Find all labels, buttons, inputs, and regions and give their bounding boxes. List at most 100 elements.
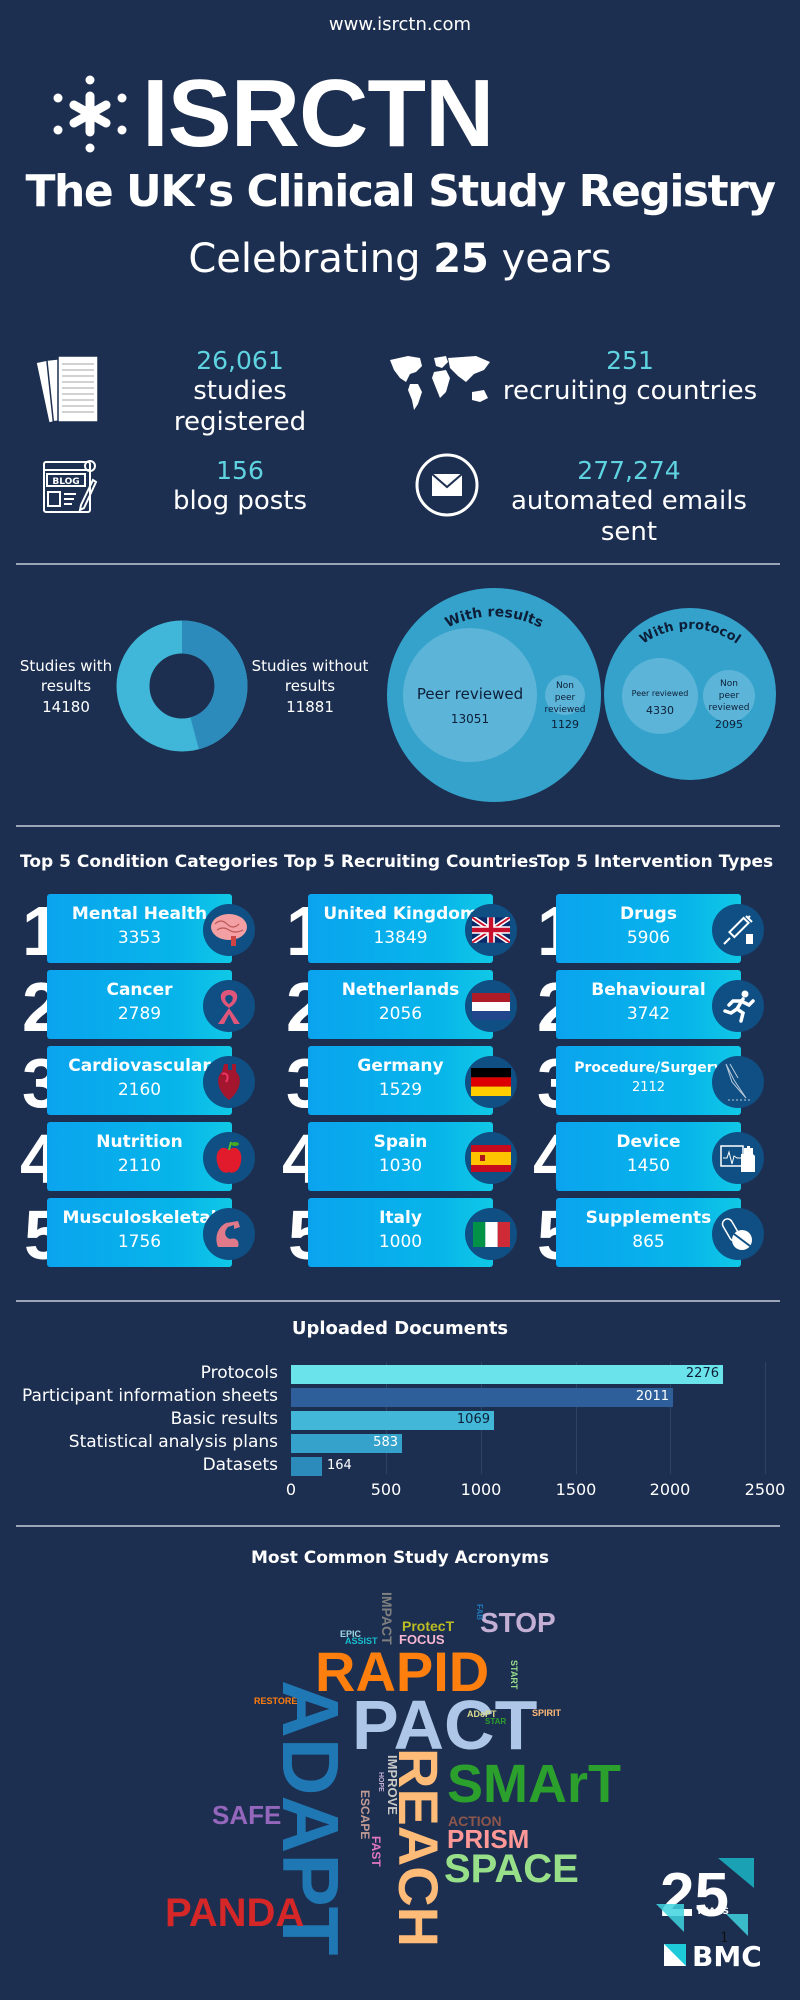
word-fab: FAB [475,1604,484,1620]
bar-label: Protocols [200,1363,278,1383]
x-tick: 0 [285,1480,297,1499]
stat-value: 26,061 [196,346,284,375]
muscle-icon [203,1208,255,1260]
svg-text:4330: 4330 [646,704,674,717]
condition-card-musculoskeletal: Musculoskeletal 1756 [47,1198,232,1267]
italy-flag-icon [465,1208,517,1260]
bar-label: Basic results [170,1409,278,1429]
stat-label: blog posts [172,486,308,516]
isrctn-logo: ISRCTN [48,60,494,167]
interventions-title: Top 5 Intervention Types [537,852,774,872]
wordcloud-title: Most Common Study Acronyms [251,1548,549,1568]
envelope-icon [415,453,479,517]
word-panda: PANDA [165,1891,305,1935]
svg-text:1129: 1129 [551,718,579,731]
word-impact: IMPACT [379,1592,395,1645]
x-tick: 1500 [555,1480,597,1499]
gridline [765,1362,766,1474]
svg-text:BLOG: BLOG [52,477,79,487]
stat-value: 277,274 [577,456,681,485]
gridline [576,1362,577,1474]
word-improve: IMPROVE [385,1755,400,1815]
intervention-card-drugs: Drugs 5906 [556,894,741,963]
country-card-germany: Germany 1529 [308,1046,493,1115]
condition-card-nutrition: Nutrition 2110 [47,1122,232,1191]
word-escape: ESCAPE [358,1790,372,1840]
word-rapid: RAPID [315,1640,490,1703]
svg-text:Peer reviewed: Peer reviewed [632,689,689,698]
condition-card-cancer: Cancer 2789 [47,970,232,1039]
bar-protocols: 2276 [291,1365,723,1384]
documents-icon [36,354,99,424]
stat-value: 251 [606,346,654,375]
bar-basic-results: 1069 [291,1411,494,1430]
celebrate-heading: Celebrating 25 years [188,236,612,282]
svg-text:Peer reviewed: Peer reviewed [417,685,523,703]
section-divider [16,825,780,827]
running-person-icon [712,980,764,1032]
svg-text:Non: Non [556,681,574,691]
svg-text:25: 25 [660,1861,729,1930]
bar-participant-information-sheets: 2011 [291,1388,673,1407]
conditions-title: Top 5 Condition Categories [20,852,279,872]
stat-studies-registered: 26,061 studies registered [130,346,350,438]
stat-value: 156 [216,456,264,485]
word-space: SPACE [444,1847,579,1891]
germany-flag-icon [465,1056,517,1108]
word-assist: ASSIST [345,1636,378,1646]
country-card-united-kingdom: United Kingdom 13849 [308,894,493,963]
word-start: START [509,1660,519,1690]
stat-recruiting-countries: 251 recruiting countries [500,346,760,407]
country-card-netherlands: Netherlands 2056 [308,970,493,1039]
with-results-bubble-chart: With results Peer reviewed 13051 Non pee… [387,588,601,802]
asterisk-logo-icon [53,75,127,153]
bmc-25-years-logo: 25 YEARS BMC 1 [656,1858,762,1968]
word-star: STAR [485,1717,507,1726]
word-restore: RESTORE [254,1696,298,1706]
ribbon-icon [203,980,255,1032]
svg-text:reviewed: reviewed [544,705,585,715]
bar-label: Statistical analysis plans [68,1432,278,1452]
word-smart: SMArT [447,1754,621,1814]
svg-text:13051: 13051 [451,712,489,726]
stat-label: automated emails sent [511,486,747,548]
bar-datasets: 164 [291,1457,352,1476]
intervention-card-procedure-surgery: Procedure/Surgery 2112 [556,1046,741,1115]
country-card-spain: Spain 1030 [308,1122,493,1191]
x-tick: 500 [370,1480,402,1499]
country-card-italy: Italy 1000 [308,1198,493,1267]
intervention-card-behavioural: Behavioural 3742 [556,970,741,1039]
capsule-icon [712,1208,764,1260]
stat-automated-emails: 277,274 automated emails sent [488,456,770,548]
svg-text:2095: 2095 [715,718,743,731]
bar-label: Participant information sheets [22,1386,278,1406]
bar-label: Datasets [202,1455,278,1475]
apple-icon [203,1132,255,1184]
word-action: ACTION [448,1813,502,1829]
section-divider [16,563,780,565]
uk-flag-icon [465,904,517,956]
svg-text:peer: peer [555,693,576,703]
blog-icon: BLOG [43,460,98,513]
results-donut-chart [116,620,248,752]
svg-text:YEARS: YEARS [695,1907,729,1917]
heart-icon [203,1056,255,1108]
with-protocol-bubble-chart: With protocol Peer reviewed 4330 Non pee… [604,608,776,780]
bar-statistical-analysis-plans: 583 [291,1434,402,1453]
svg-text:Non: Non [720,679,738,689]
website-url[interactable]: www.isrctn.com [328,14,472,35]
section-divider [16,1525,780,1527]
x-tick: 1000 [460,1480,502,1499]
gridline [670,1362,671,1474]
studies-with-results-label: Studies with results 14180 [19,657,113,716]
condition-card-cardiovascular: Cardiovascular 2160 [47,1046,232,1115]
word-focus: FOCUS [399,1632,445,1647]
logo-text: ISRCTN [142,60,494,167]
word-adept: ADePT [467,1709,497,1719]
syringe-icon [712,904,764,956]
x-tick: 2500 [744,1480,786,1499]
word-hope: HOPE [377,1772,384,1792]
word-pact: PACT [352,1686,538,1764]
x-tick: 2000 [649,1480,691,1499]
svg-text:BMC: BMC [692,1940,762,1968]
